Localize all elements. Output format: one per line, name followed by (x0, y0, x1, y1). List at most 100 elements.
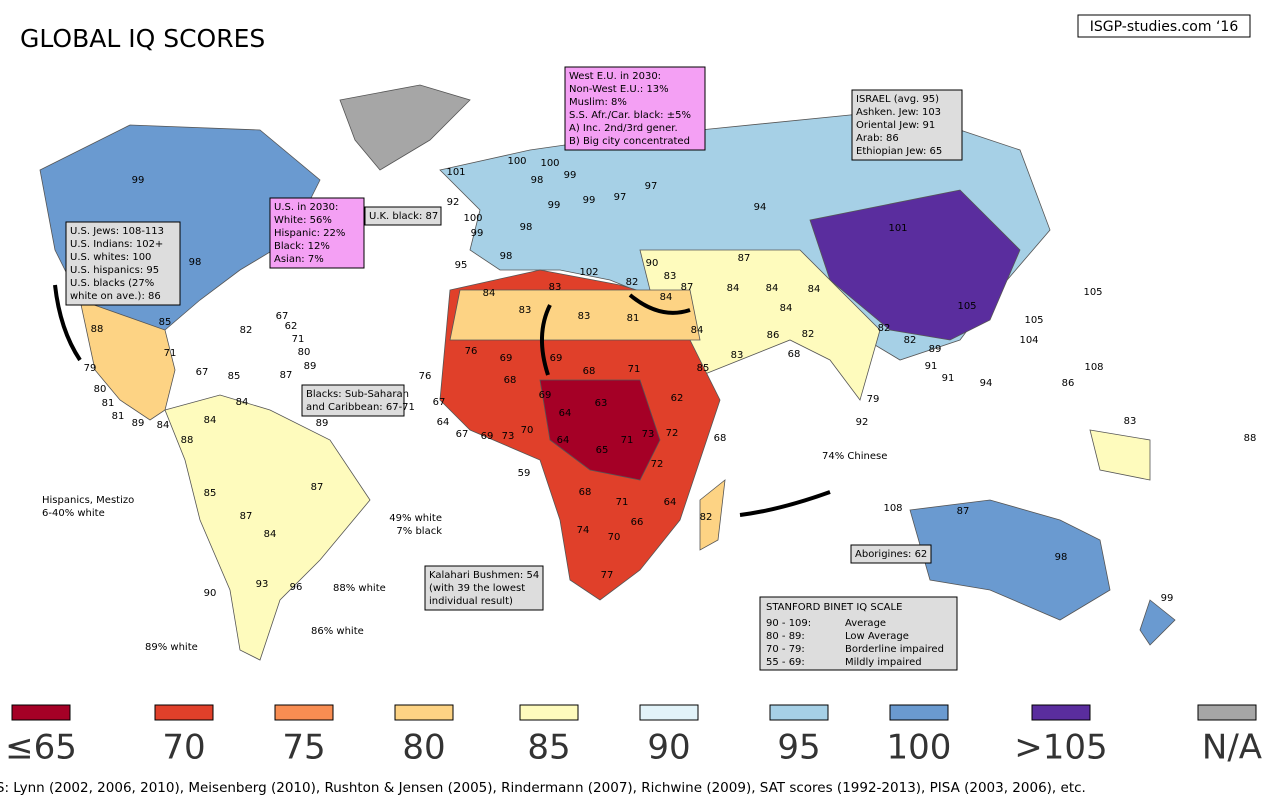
callout-text: U.S. Jews: 108-113 (70, 226, 164, 237)
callout-text: Arab: 86 (856, 133, 899, 144)
map-label: 98 (189, 257, 202, 268)
map-label: 104 (1019, 335, 1038, 346)
map-label: 105 (1024, 315, 1043, 326)
callout-text: Ashken. Jew: 103 (856, 107, 941, 118)
map-label: 82 (878, 323, 891, 334)
callout-text: Asian: 7% (274, 254, 324, 265)
map-label: 70 (521, 425, 534, 436)
legend-swatch (769, 704, 829, 721)
map-label: 97 (645, 181, 658, 192)
legend-label: 90 (647, 728, 690, 768)
map-label: 62 (671, 393, 684, 404)
map-label: 83 (664, 271, 677, 282)
scale-row: Mildly impaired (845, 657, 922, 668)
legend-swatch (154, 704, 214, 721)
callout-text: U.S. blacks (27% (70, 278, 154, 289)
scale-title: STANFORD BINET IQ SCALE (766, 602, 902, 613)
map-label: 96 (290, 582, 303, 593)
map-label: 98 (1055, 552, 1068, 563)
legend-swatch (1197, 704, 1257, 721)
map-label: 64 (557, 435, 570, 446)
map-label: 91 (942, 373, 955, 384)
note: 49% white (389, 513, 442, 524)
map-label: 99 (1161, 593, 1174, 604)
callout-text: Aborigines: 62 (855, 549, 927, 560)
map-label: 62 (285, 321, 298, 332)
map-label: 108 (1084, 362, 1103, 373)
map-label: 59 (518, 468, 531, 479)
map-label: 71 (621, 435, 634, 446)
legend-label: 80 (402, 728, 445, 768)
map-label: 99 (548, 200, 561, 211)
map-label: 85 (697, 363, 710, 374)
map-label: 81 (102, 398, 115, 409)
map-label: 84 (204, 415, 217, 426)
map-label: 84 (264, 529, 277, 540)
map-label: 99 (132, 175, 145, 186)
map-label: 84 (157, 420, 170, 431)
map-label: 92 (856, 417, 869, 428)
callout-text: B) Big city concentrated (569, 136, 690, 147)
note: Hispanics, Mestizo (42, 495, 134, 506)
callout-text: Oriental Jew: 91 (856, 120, 935, 131)
map-label: 73 (642, 429, 655, 440)
note: 7% black (396, 526, 442, 537)
map-label: 87 (280, 370, 293, 381)
map-label: 82 (240, 325, 253, 336)
callout-text: A) Inc. 2nd/3rd gener. (569, 123, 678, 134)
map-label: 71 (164, 348, 177, 359)
map-label: 99 (471, 228, 484, 239)
callout-text: (with 39 the lowest (429, 583, 525, 594)
callout-text: S.S. Afr./Car. black: ±5% (569, 110, 691, 121)
callout-text: Hispanic: 22% (274, 228, 345, 239)
callout-box (564, 66, 706, 151)
map-label: 89 (132, 418, 145, 429)
map-label: 88 (91, 324, 104, 335)
map-label: 92 (447, 197, 460, 208)
map-label: 87 (738, 253, 751, 264)
legend-swatch (11, 704, 71, 721)
map-label: 83 (578, 311, 591, 322)
map-label: 100 (540, 158, 559, 169)
map-label: 63 (595, 398, 608, 409)
legend-label: 95 (777, 728, 820, 768)
callout-text: and Caribbean: 67-71 (306, 402, 415, 413)
map-label: 82 (626, 277, 639, 288)
callout-box (364, 206, 442, 226)
map-label: 84 (660, 292, 673, 303)
map-label: 101 (446, 167, 465, 178)
map-label: 79 (84, 363, 97, 374)
map-label: 76 (465, 346, 478, 357)
callout-box (269, 197, 365, 269)
note: 89% white (145, 642, 198, 653)
map-label: 68 (714, 433, 727, 444)
scale-row: Average (845, 618, 886, 629)
map-label: 83 (519, 305, 532, 316)
scale-row: 55 - 69: (766, 657, 805, 668)
map-label: 84 (236, 397, 249, 408)
map-label: 84 (483, 288, 496, 299)
map-label: 87 (957, 506, 970, 517)
map-label: 67 (456, 429, 469, 440)
map-label: 71 (292, 334, 305, 345)
callout-box (301, 384, 405, 417)
map-label: 67 (276, 311, 289, 322)
map-label: 94 (980, 378, 993, 389)
legend-swatch (1031, 704, 1091, 721)
map-label: 86 (1062, 378, 1075, 389)
legend-swatch (519, 704, 579, 721)
scale-row: Low Average (845, 631, 909, 642)
legend-label: 70 (162, 728, 205, 768)
map-label: 70 (608, 532, 621, 543)
map-label: 87 (240, 511, 253, 522)
legend-label: 100 (887, 728, 952, 768)
callout-text: individual result) (429, 596, 513, 607)
callout-text: Black: 12% (274, 241, 330, 252)
map-label: 108 (883, 503, 902, 514)
callout-text: U.S. hispanics: 95 (70, 265, 159, 276)
callout-box (850, 544, 932, 564)
map-label: 87 (681, 282, 694, 293)
map-label: 90 (204, 588, 217, 599)
callout-text: Blacks: Sub-Saharan (306, 389, 409, 400)
map-label: 84 (727, 283, 740, 294)
